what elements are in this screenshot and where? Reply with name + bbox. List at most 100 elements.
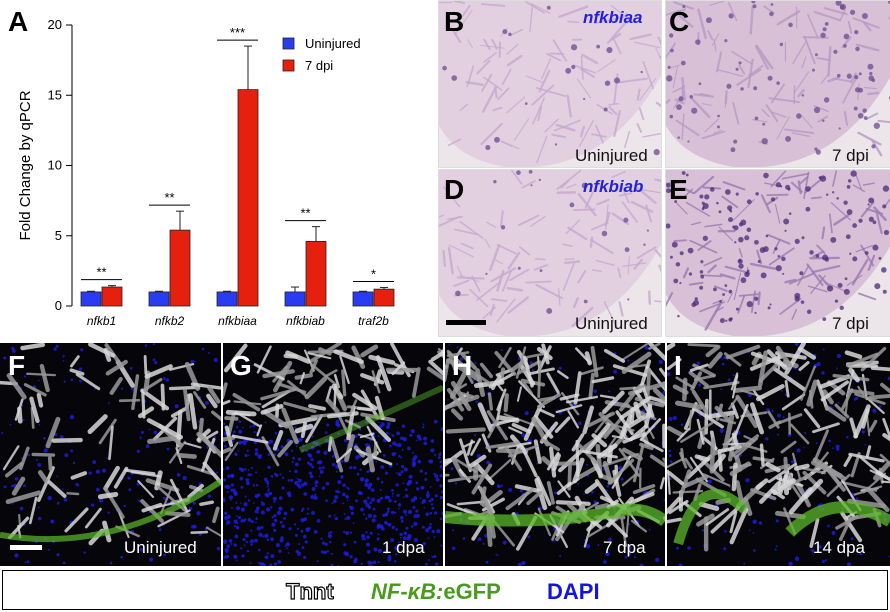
dapi-nucleus: [264, 421, 267, 424]
dapi-nucleus: [14, 477, 19, 481]
dapi-nucleus: [669, 460, 673, 464]
dapi-nucleus: [276, 510, 282, 516]
tnnt-strand: [809, 389, 814, 409]
dapi-nucleus: [35, 458, 38, 461]
dapi-nucleus: [359, 428, 362, 431]
stain-dot: [759, 247, 766, 253]
tnnt-strand: [659, 477, 665, 490]
tissue-strand: [496, 244, 517, 255]
stain-dot: [722, 293, 726, 296]
tnnt-strand: [184, 442, 202, 449]
tissue-strand: [867, 91, 880, 96]
dapi-nucleus: [395, 483, 399, 487]
dapi-nucleus: [372, 560, 377, 565]
tissue-strand: [460, 242, 474, 250]
tissue-strand: [697, 240, 712, 251]
panel-label-e: E: [669, 174, 688, 205]
significance-stars: **: [300, 206, 310, 221]
tnnt-strand: [845, 352, 879, 368]
dapi-nucleus: [771, 409, 774, 413]
dapi-nucleus: [240, 507, 246, 512]
stain-dot: [814, 147, 818, 151]
dapi-nucleus: [394, 560, 397, 563]
dapi-nucleus: [270, 553, 275, 559]
tnnt-strand: [262, 369, 295, 379]
dapi-nucleus: [109, 561, 113, 565]
dapi-nucleus: [274, 472, 277, 475]
dapi-nucleus: [438, 452, 442, 456]
bar-uninjured-traf2b: [352, 291, 374, 307]
stain-dot: [666, 188, 671, 194]
dapi-nucleus: [441, 490, 443, 494]
tnnt-strand: [348, 399, 358, 416]
tnnt-strand: [539, 421, 559, 444]
dapi-nucleus: [286, 547, 289, 550]
stain-dot: [754, 296, 759, 301]
dapi-nucleus: [365, 503, 370, 508]
tnnt-strand: [300, 421, 307, 438]
stain-dot: [729, 317, 733, 321]
dapi-nucleus: [250, 543, 253, 546]
stain-dot: [834, 299, 839, 303]
dapi-nucleus: [207, 351, 211, 354]
tnnt-strand: [231, 434, 269, 444]
stain-dot: [613, 77, 621, 84]
tnnt-strand: [346, 405, 356, 441]
tnnt-strand: [445, 358, 450, 382]
dapi-nucleus: [701, 529, 705, 532]
tissue-strand: [484, 238, 491, 249]
tnnt-strand: [759, 443, 765, 467]
dapi-nucleus: [47, 495, 52, 501]
stain-dot: [847, 179, 852, 183]
tissue-strand: [812, 250, 825, 258]
stain-dot: [762, 122, 766, 126]
dapi-nucleus: [223, 422, 226, 425]
y-tick-label: 0: [55, 298, 62, 313]
dapi-nucleus: [9, 423, 12, 426]
stain-dot: [729, 210, 733, 213]
stain-dot: [855, 46, 860, 52]
tissue-strand: [755, 45, 769, 70]
condition-label-c: 7 dpi: [832, 146, 869, 165]
dapi-nucleus: [428, 459, 434, 464]
dapi-nucleus: [586, 463, 589, 466]
dapi-nucleus: [70, 449, 74, 453]
stain-dot: [735, 192, 739, 196]
dapi-nucleus: [350, 511, 355, 515]
stain-dot: [861, 13, 868, 20]
stain-dot: [769, 11, 774, 17]
dapi-nucleus: [368, 482, 373, 487]
dapi-nucleus: [230, 506, 233, 509]
dapi-nucleus: [753, 549, 756, 552]
dapi-nucleus: [130, 387, 134, 391]
dapi-nucleus: [658, 359, 663, 365]
dapi-nucleus: [821, 559, 825, 564]
dapi-nucleus: [353, 465, 357, 470]
dapi-nucleus: [139, 547, 144, 552]
stain-dot: [700, 260, 704, 264]
dapi-nucleus: [287, 479, 291, 482]
tissue-pattern-b: [439, 1, 661, 167]
tissue-strand: [490, 267, 517, 283]
dapi-nucleus: [416, 487, 420, 491]
tnnt-strand: [428, 359, 443, 376]
tnnt-strand: [445, 427, 486, 434]
stain-dot: [776, 81, 780, 85]
stain-dot: [700, 274, 705, 279]
tissue-strand: [657, 36, 661, 46]
tissue-strand: [810, 275, 826, 295]
dapi-nucleus: [500, 348, 503, 351]
tissue-strand: [749, 262, 777, 270]
tnnt-strand: [304, 376, 328, 400]
dapi-nucleus: [242, 537, 246, 542]
dapi-nucleus: [342, 492, 346, 497]
tnnt-strand: [590, 345, 599, 378]
dapi-nucleus: [321, 541, 326, 545]
dapi-nucleus: [377, 561, 380, 564]
dapi-nucleus: [308, 471, 313, 475]
dapi-nucleus: [648, 528, 651, 531]
stain-dot: [813, 106, 821, 114]
tissue-strand: [807, 14, 819, 38]
tnnt-strand: [667, 496, 682, 515]
dapi-nucleus: [64, 453, 69, 458]
